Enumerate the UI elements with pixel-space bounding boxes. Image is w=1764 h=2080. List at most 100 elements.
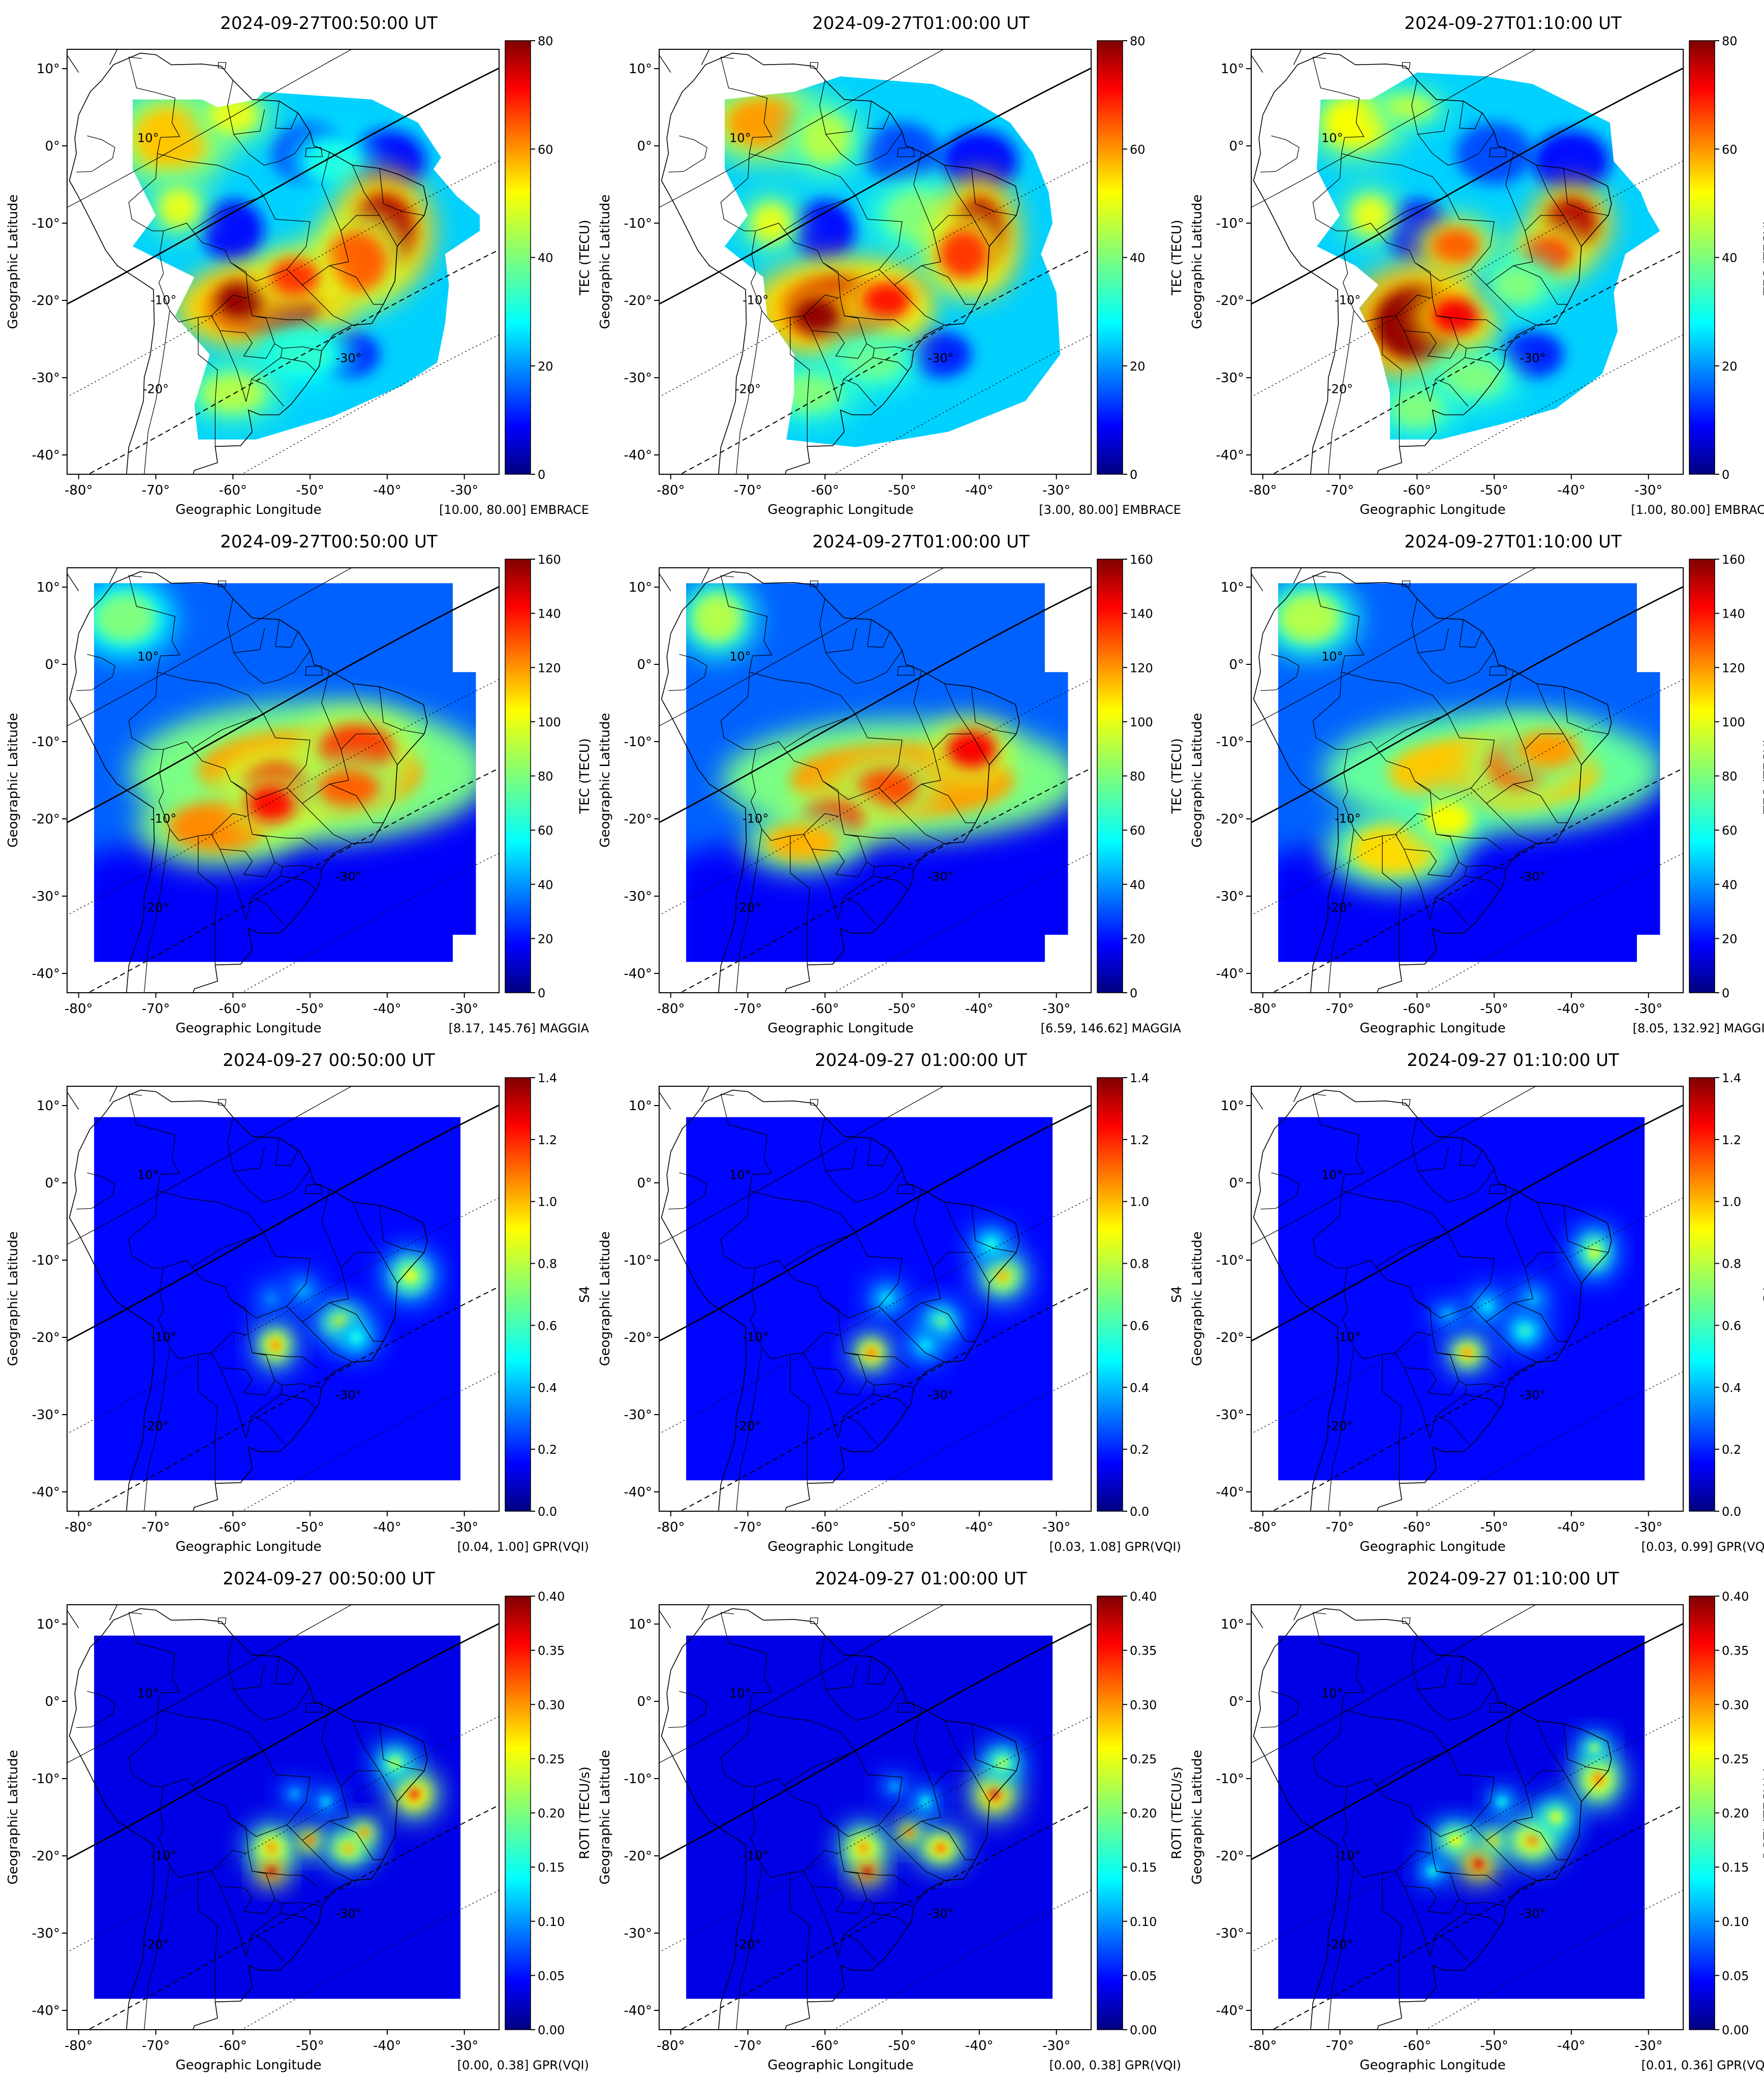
border-line: [1260, 135, 1299, 173]
magnetic-isoline-30s: [241, 1371, 499, 1511]
axes-frame: [67, 567, 500, 993]
y-axis-label: Geographic Latitude: [6, 195, 21, 329]
magnetic-isoline-20s: [679, 249, 1091, 474]
range-note: [1.00, 80.00] EMBRACE: [1631, 503, 1764, 517]
border-line: [233, 132, 311, 166]
magnetic-isoline-20s: [87, 1804, 499, 2030]
magnetic-isoline-10n: [67, 568, 353, 726]
magnetic-equator: [1251, 586, 1683, 823]
y-tick-label: 0°: [1229, 139, 1244, 154]
y-tick-label: 10°: [629, 1098, 652, 1114]
y-tick-label: -20°: [624, 293, 652, 309]
border-line: [1466, 1902, 1506, 1907]
border-line: [1328, 1865, 1354, 2030]
value-blob: [291, 1790, 298, 1798]
value-blob: [404, 1269, 417, 1282]
low-value-blob: [863, 123, 941, 185]
magnetic-isoline-30s: [241, 334, 499, 474]
border-line: [1403, 849, 1431, 921]
colorbar-tick-label: 60: [1130, 823, 1146, 838]
coastline-west: [661, 1635, 747, 2030]
value-blob: [265, 1842, 278, 1854]
x-axis-label: Geographic Longitude: [767, 1021, 913, 1036]
x-tick-label: -30°: [450, 483, 478, 498]
magnetic-latitude-label: -30°: [1520, 870, 1545, 884]
border-line: [245, 1934, 252, 1957]
colorbar-tick-label: 1.4: [1130, 1071, 1149, 1085]
island-outline: [305, 665, 323, 676]
colorbar-label: ROTI (TECU/s): [1761, 1766, 1764, 1859]
border-line: [750, 1268, 867, 1396]
border-line: [784, 1233, 856, 1268]
y-tick-label: -10°: [32, 1253, 60, 1268]
island-outline: [897, 1184, 915, 1194]
value-blob: [840, 343, 903, 381]
magnetic-isoline-10s: [1251, 1716, 1683, 1953]
value-blob: [946, 730, 997, 768]
colorbar: 0.0 0.2 0.4 0.6 0.8 1.0 1.2 1.4 S4: [505, 1071, 593, 1519]
colorbar-tick-label: 40: [538, 878, 553, 892]
border-line: [838, 379, 844, 402]
colorbar-tick-label: 60: [1722, 823, 1738, 838]
x-tick-label: -70°: [734, 1001, 762, 1017]
island-outline: [810, 62, 819, 69]
border-line: [944, 1720, 972, 1771]
colorbar-tick-label: 0.6: [538, 1319, 557, 1333]
range-note: [3.00, 80.00] EMBRACE: [1039, 503, 1181, 517]
colorbar-label: TEC (TECU): [577, 738, 593, 814]
border-line: [844, 1352, 910, 1369]
border-line: [379, 687, 424, 735]
border-line: [720, 575, 772, 750]
border-line: [803, 1850, 839, 1872]
data-field: [686, 583, 1068, 962]
value-blob: [882, 1294, 892, 1304]
central-america-coast: [659, 573, 671, 591]
border-line: [1466, 865, 1506, 870]
value-blob: [270, 1339, 281, 1352]
magnetic-latitude-label: -20°: [143, 900, 169, 914]
island-outline: [810, 1617, 819, 1625]
border-line: [971, 1205, 1016, 1253]
border-line: [1312, 1612, 1365, 1787]
border-line: [1513, 1821, 1568, 1860]
central-america-coast: [1251, 573, 1263, 591]
border-line: [1376, 1233, 1448, 1268]
value-blob: [890, 1783, 899, 1790]
x-tick-label: -30°: [450, 1520, 478, 1535]
x-tick-label: -80°: [657, 483, 685, 498]
map-lines: 10° -10° -20° -30°: [67, 1605, 499, 2030]
border-line: [1436, 834, 1502, 850]
magnetic-isoline-10s: [1251, 1197, 1683, 1434]
colorbar-tick-label: 0.6: [1722, 1319, 1741, 1333]
data-field: [725, 76, 1061, 447]
map-lines: 10° -10° -20° -30°: [1251, 568, 1683, 993]
border-line: [736, 829, 762, 993]
colorbar-tick-label: 0.8: [538, 1257, 557, 1271]
colorbar-tick-label: 0.25: [538, 1752, 565, 1766]
low-value-blob: [202, 200, 264, 262]
value-blob: [855, 769, 918, 807]
central-america-coast: [659, 54, 671, 73]
x-axis-label: Geographic Longitude: [1359, 502, 1505, 517]
magnetic-latitude-label: -30°: [1520, 1388, 1545, 1402]
colorbar-gradient: [505, 40, 531, 475]
magnetic-equator: [67, 1623, 499, 1860]
border-line: [1312, 57, 1365, 231]
range-note: [0.03, 1.08] GPR(VQI): [1049, 1540, 1181, 1554]
border-line: [329, 265, 384, 305]
island-outline: [218, 580, 227, 588]
border-line: [790, 317, 810, 447]
value-blob: [921, 1798, 929, 1806]
coastline-east: [101, 571, 428, 993]
colorbar-tick-label: 80: [538, 34, 553, 48]
border-line: [128, 57, 180, 231]
y-axis-label: Geographic Latitude: [598, 1750, 613, 1885]
colorbar-tick-label: 160: [1130, 553, 1153, 567]
border-line: [825, 1687, 903, 1721]
border-line: [933, 215, 990, 247]
y-tick-label: -10°: [624, 1253, 652, 1268]
y-tick-label: 0°: [45, 657, 60, 672]
border-line: [352, 1720, 380, 1771]
island-outline: [218, 62, 227, 69]
border-line: [750, 231, 867, 359]
